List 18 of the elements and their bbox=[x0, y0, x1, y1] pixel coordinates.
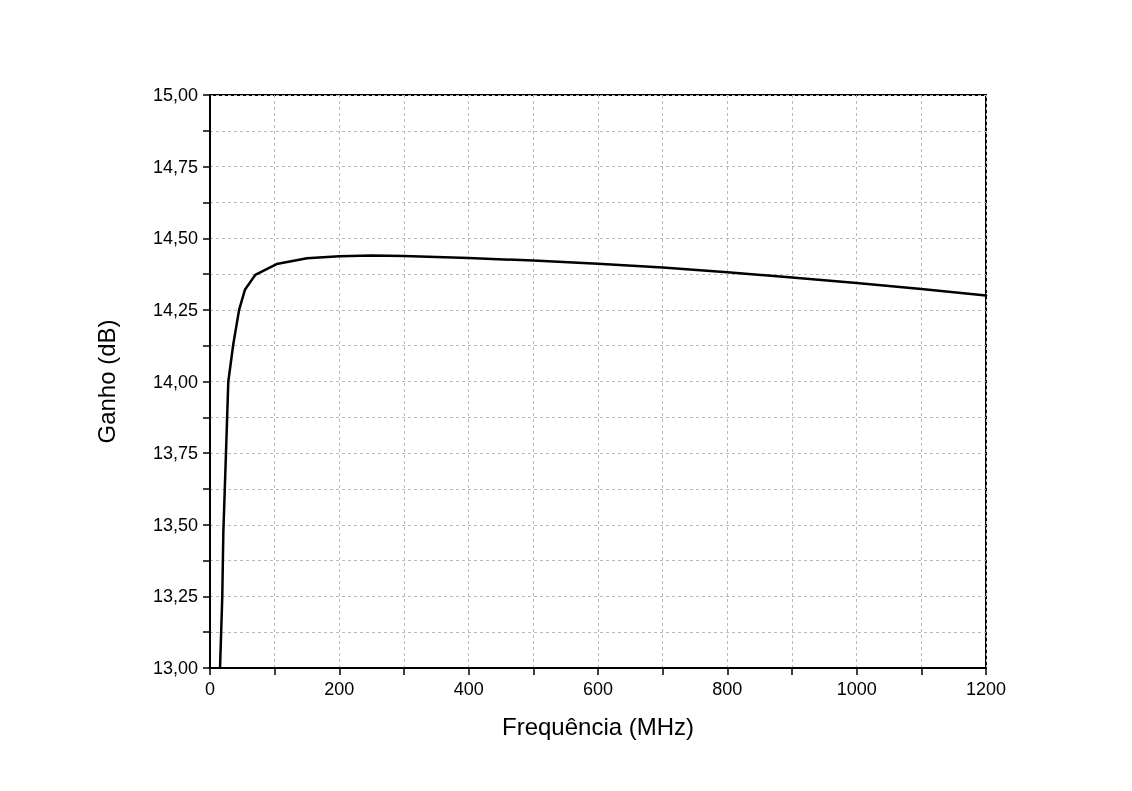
x-tick-label: 1000 bbox=[836, 679, 877, 699]
y-tick-label: 13,25 bbox=[152, 586, 198, 607]
y-tick-label: 14,00 bbox=[152, 371, 198, 392]
y-tick-label: 13,00 bbox=[152, 658, 198, 678]
y-tick-label: 13,50 bbox=[152, 514, 198, 535]
y-tick-label: 15,00 bbox=[152, 85, 198, 105]
y-tick-label: 13,75 bbox=[152, 443, 198, 464]
x-tick-label: 200 bbox=[324, 679, 355, 699]
y-axis-title: Ganho (dB) bbox=[92, 319, 120, 444]
x-tick-label: 600 bbox=[582, 679, 614, 699]
x-tick-label: 1200 bbox=[965, 679, 1007, 699]
x-axis-title: Frequência (MHz) bbox=[501, 712, 695, 740]
x-tick-label: 400 bbox=[453, 679, 484, 699]
y-tick-label: 14,25 bbox=[152, 299, 198, 320]
x-tick-label: 0 bbox=[204, 679, 216, 699]
y-tick-label: 14,75 bbox=[152, 156, 198, 177]
y-tick-label: 14,50 bbox=[152, 228, 198, 249]
x-tick-label: 800 bbox=[712, 679, 743, 699]
